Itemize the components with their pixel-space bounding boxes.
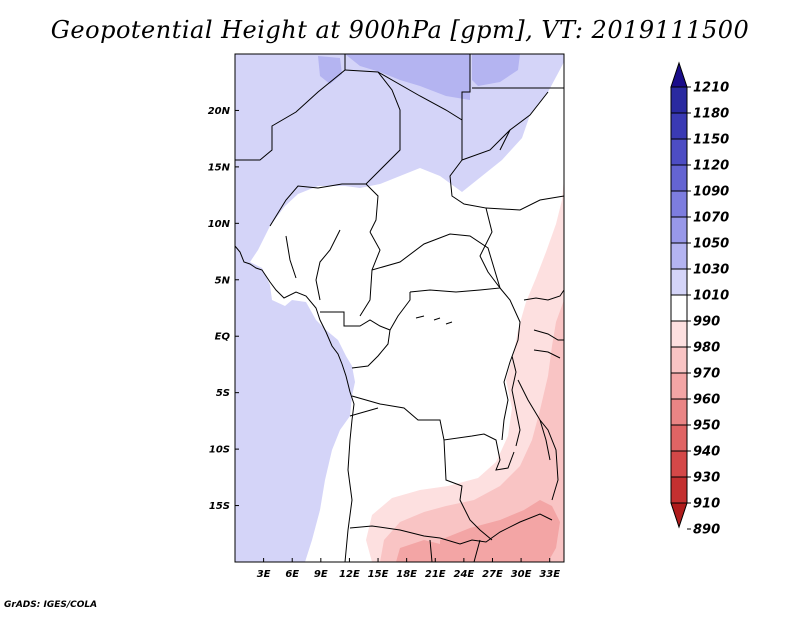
lon-tick-label: 30E <box>511 569 532 580</box>
colorbar-label: 1090 <box>693 185 729 200</box>
lat-tick-label: 5N <box>215 275 231 286</box>
colorbar-label: 930 <box>693 471 720 486</box>
colorbar-label: 990 <box>693 315 720 330</box>
colorbar-swatch <box>670 86 688 114</box>
lat-tick-label: 5S <box>216 388 230 399</box>
colorbar-label: 1120 <box>693 159 729 174</box>
colorbar: 1210 1180 1150 1120 1090 1070 1050 1030 1010 990 9… <box>670 61 729 538</box>
lat-tick-label: 15N <box>208 162 231 173</box>
lon-tick-label: 24E <box>453 569 474 580</box>
lat-tick-label: 10S <box>209 445 230 456</box>
country-borders <box>234 54 565 563</box>
colorbar-label: 1150 <box>693 133 729 148</box>
colorbar-swatch <box>670 450 688 478</box>
colorbar-swatch <box>670 190 688 218</box>
lon-tick-label: 27E <box>482 569 503 580</box>
colorbar-swatch-bottom <box>670 502 688 529</box>
colorbar-label: 890 <box>693 523 720 538</box>
lat-tick-label: 10N <box>208 219 231 230</box>
colorbar-swatch <box>670 424 688 452</box>
colorbar-label: 910 <box>693 497 720 512</box>
lon-tick-label: 3E <box>257 569 271 580</box>
colorbar-swatch-top <box>670 61 688 88</box>
colorbar-swatch <box>670 216 688 244</box>
colorbar-swatch <box>670 346 688 374</box>
colorbar-label: 970 <box>693 367 720 382</box>
colorbar-swatch <box>670 138 688 166</box>
lat-tick-label: 20N <box>208 106 231 117</box>
latitude-axis: 20N 15N 10N 5N EQ 5S 10S 15S <box>208 106 239 512</box>
longitude-axis: 3E 6E 9E 12E 15E 18E 21E 24E 27E 30E 33E <box>257 558 560 580</box>
height-band-1030-1050-north <box>345 54 470 100</box>
height-band-980-990 <box>366 178 564 562</box>
colorbar-label: 950 <box>693 419 720 434</box>
colorbar-label: 1050 <box>693 237 729 252</box>
map-frame <box>234 53 565 563</box>
colorbar-swatch <box>670 372 688 400</box>
lat-tick-label: 15S <box>209 501 230 512</box>
lon-tick-label: 18E <box>396 569 417 580</box>
height-band-960-970 <box>440 500 560 562</box>
height-band-970-980 <box>380 300 564 562</box>
height-band-1030-1050-east <box>472 54 520 86</box>
colorbar-swatch <box>670 268 688 296</box>
colorbar-label: 1070 <box>693 211 729 226</box>
lon-tick-label: 33E <box>539 569 560 580</box>
lon-tick-label: 6E <box>285 569 299 580</box>
height-band-1010-1030 <box>235 54 564 562</box>
height-band-960-970-south <box>396 540 440 562</box>
colorbar-label: 940 <box>693 445 720 460</box>
colorbar-label: 1210 <box>693 81 729 96</box>
colorbar-label: 1030 <box>693 263 729 278</box>
lon-tick-label: 12E <box>339 569 360 580</box>
lon-tick-label: 15E <box>368 569 389 580</box>
colorbar-swatch <box>670 398 688 426</box>
colorbar-swatch <box>670 294 688 322</box>
colorbar-swatch <box>670 164 688 192</box>
colorbar-label: 960 <box>693 393 720 408</box>
lon-tick-label: 21E <box>425 569 446 580</box>
map-panel: 20N 15N 10N 5N EQ 5S 10S 15S 3E 6E 9E 12E 15E 18E 21E… <box>208 53 565 580</box>
colorbar-swatch <box>670 112 688 140</box>
lat-tick-label: EQ <box>215 332 231 343</box>
colorbar-swatch <box>670 476 688 504</box>
colorbar-swatch <box>670 242 688 270</box>
grads-credit: GrADS: IGES/COLA <box>4 600 98 610</box>
colorbar-label: 1010 <box>693 289 729 304</box>
map-title: Geopotential Height at 900hPa [gpm], VT:… <box>50 16 750 44</box>
colorbar-label: 980 <box>693 341 720 356</box>
lon-tick-label: 9E <box>314 569 328 580</box>
colorbar-swatch <box>670 320 688 348</box>
colorbar-label: 1180 <box>693 107 729 122</box>
